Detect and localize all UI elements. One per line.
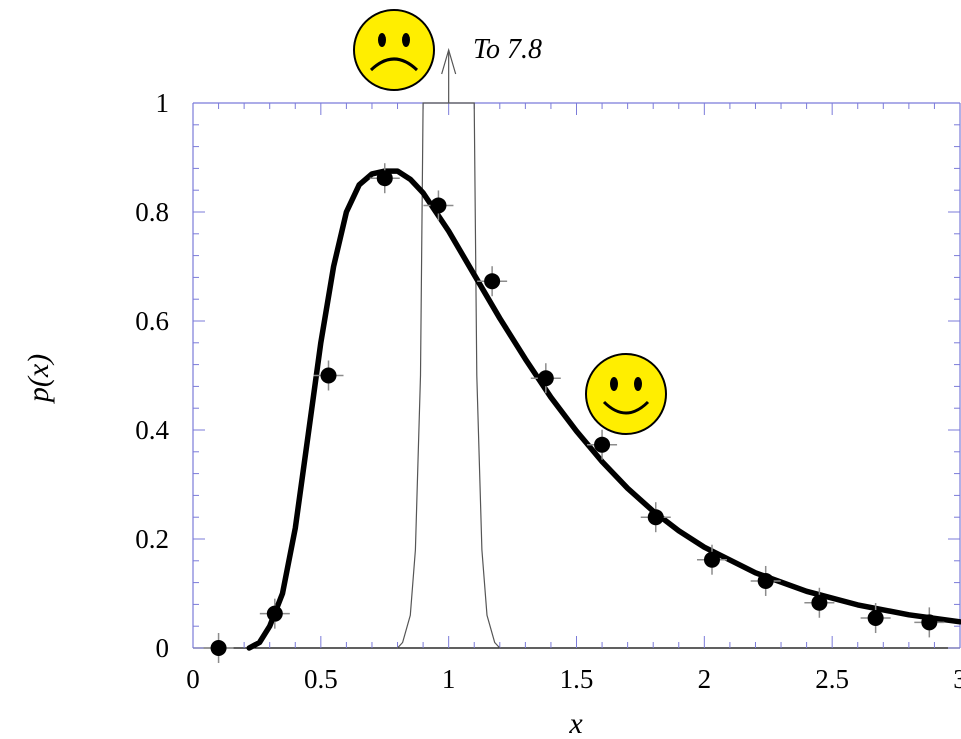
fit-curve [246,168,961,651]
y-axis-title: p(x) [22,354,55,404]
x-tick-label: 1 [442,664,456,694]
data-point [757,572,774,589]
y-tick-label: 0.4 [135,415,169,445]
data-point [376,170,393,187]
x-tick-label: 1.5 [560,664,594,694]
data-point [537,370,554,387]
y-tick-label: 0.8 [135,197,169,227]
data-point [921,614,938,631]
fit-curve-line [246,168,961,651]
data-point [867,610,884,627]
data-point [647,509,664,526]
peak-arrow-head [441,47,457,75]
plot-frame [192,102,961,649]
y-tick-label: 1 [156,88,170,118]
y-tick-label: 0 [156,633,170,663]
data-point [811,594,828,611]
x-tick-label: 0.5 [304,664,338,694]
y-tick-label: 0.2 [135,524,169,554]
peak-annotation-label: To 7.8 [473,34,542,65]
x-tick-label: 0 [186,664,200,694]
data-point [594,436,611,453]
y-tick-label: 0.6 [135,306,169,336]
data-points [203,163,945,663]
x-tick-label: 2 [698,664,712,694]
annotations: To 7.8 [353,9,667,435]
x-axis-title: x [568,707,583,739]
data-point [210,640,227,656]
data-point [430,197,447,214]
data-point [704,551,721,568]
tick-labels: 0 0.5 1 1.5 2 2.5 3 0 0.2 0.4 0.6 0.8 1 [135,88,961,694]
sad-face-icon [353,9,435,91]
x-tick-label: 2.5 [815,664,849,694]
smiley-face-icon [585,353,667,435]
x-tick-label: 3 [953,664,961,694]
data-point [484,273,501,290]
data-point [320,367,337,384]
narrow-peak [397,47,501,649]
data-point [266,605,283,622]
tick-marks [192,102,961,649]
